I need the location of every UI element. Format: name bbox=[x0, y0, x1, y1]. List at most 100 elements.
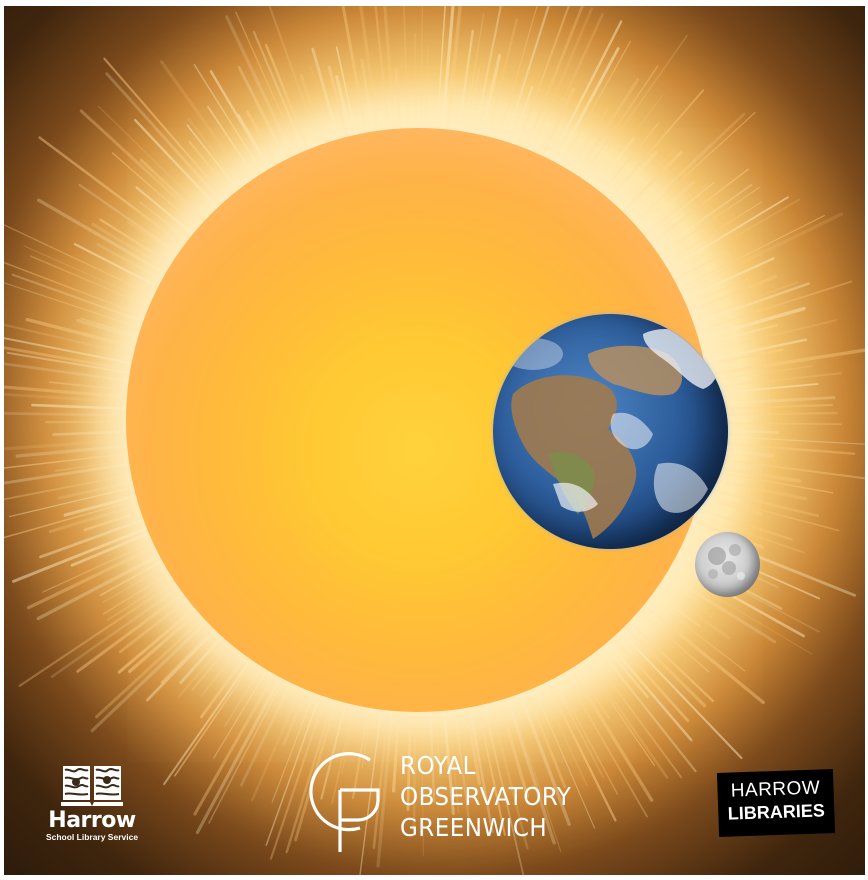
corona-ray bbox=[685, 274, 778, 314]
corona-ray bbox=[640, 601, 765, 705]
corona-ray bbox=[268, 6, 322, 149]
corona-ray bbox=[545, 678, 617, 822]
corona-ray bbox=[641, 182, 709, 239]
corona-ray bbox=[195, 674, 283, 835]
corona-ray bbox=[554, 47, 620, 167]
corona-ray bbox=[118, 596, 191, 654]
corona-ray bbox=[702, 348, 865, 377]
corona-ray bbox=[662, 571, 777, 644]
corona-ray bbox=[394, 67, 402, 133]
corona-ray bbox=[174, 658, 256, 777]
corona-ray bbox=[440, 6, 455, 133]
corona-ray bbox=[4, 385, 131, 399]
open-book-icon bbox=[61, 766, 123, 806]
corona-ray bbox=[601, 642, 649, 699]
corona-ray bbox=[186, 124, 241, 193]
corona-ray bbox=[79, 109, 206, 226]
corona-ray bbox=[669, 560, 805, 638]
corona-ray bbox=[628, 112, 746, 223]
corona-ray bbox=[647, 596, 746, 672]
corona-ray bbox=[636, 180, 696, 233]
corona-ray bbox=[138, 201, 191, 242]
corona-ray bbox=[223, 664, 264, 727]
corona-ray bbox=[473, 6, 502, 137]
corona-rays bbox=[4, 6, 865, 875]
corona-ray bbox=[705, 372, 842, 390]
corona-ray bbox=[704, 365, 813, 382]
corona-ray bbox=[188, 140, 236, 198]
corona-ray bbox=[103, 57, 229, 203]
corona-ray bbox=[689, 281, 799, 323]
corona-ray bbox=[654, 183, 753, 254]
corona-ray bbox=[605, 639, 693, 742]
royal-observatory-greenwich-logo: ROYAL OBSERVATORY GREENWICH bbox=[300, 746, 590, 856]
moon-craters bbox=[708, 544, 745, 580]
corona-ray bbox=[583, 34, 688, 184]
corona-ray bbox=[207, 105, 258, 181]
rog-line-observatory: OBSERVATORY bbox=[400, 782, 572, 811]
corona-ray bbox=[697, 492, 840, 532]
sun-earth-moon-illustration: Harrow School Library Service ROYAL OBSE… bbox=[4, 6, 865, 875]
corona-ray bbox=[698, 486, 820, 518]
corona-ray bbox=[4, 261, 148, 318]
corona-ray bbox=[4, 498, 140, 539]
corona-ray bbox=[97, 105, 212, 218]
corona-ray bbox=[102, 571, 172, 615]
corona-ray bbox=[676, 215, 825, 291]
corona-ray bbox=[4, 412, 130, 417]
corona-ray bbox=[235, 11, 301, 156]
corona-ray bbox=[52, 430, 130, 436]
corona-ray bbox=[4, 362, 132, 383]
corona-ray bbox=[536, 13, 604, 158]
corona-ray bbox=[15, 444, 131, 458]
corona-ray bbox=[146, 627, 218, 702]
corona-ray bbox=[80, 317, 141, 337]
corona-ray bbox=[701, 348, 784, 367]
corona-ray bbox=[237, 65, 289, 163]
corona-ray bbox=[360, 58, 375, 135]
corona-ray bbox=[111, 152, 201, 230]
corona-ray bbox=[50, 585, 182, 678]
corona-ray bbox=[429, 708, 436, 803]
corona-ray bbox=[425, 44, 429, 131]
corona-ray bbox=[117, 605, 198, 674]
corona-ray bbox=[18, 579, 178, 687]
corona-ray bbox=[707, 422, 842, 425]
corona-ray bbox=[38, 136, 187, 248]
corona-ray bbox=[48, 502, 142, 534]
corona-ray bbox=[680, 257, 775, 302]
corona-ray bbox=[193, 670, 277, 816]
corona-ray bbox=[139, 158, 209, 224]
corona-ray bbox=[599, 122, 660, 196]
corona-ray bbox=[643, 182, 715, 240]
harrow-libraries-logo: HARROW LIBRARIES bbox=[716, 768, 836, 838]
corona-ray bbox=[70, 530, 153, 567]
corona-ray bbox=[457, 29, 474, 135]
corona-ray bbox=[269, 693, 327, 860]
corona-ray bbox=[617, 148, 677, 211]
corona-ray bbox=[209, 70, 272, 172]
corona-ray bbox=[453, 706, 471, 827]
corona-ray bbox=[467, 67, 480, 135]
corona-ray bbox=[608, 151, 658, 205]
corona-ray bbox=[693, 280, 853, 333]
corona-ray bbox=[213, 667, 269, 759]
corona-ray bbox=[553, 675, 619, 795]
corona-ray bbox=[309, 65, 335, 144]
corona-ray bbox=[4, 392, 131, 404]
corona-ray bbox=[617, 628, 743, 760]
corona-ray bbox=[94, 615, 207, 719]
corona-ray bbox=[704, 456, 865, 480]
corona-ray bbox=[573, 78, 640, 178]
corona-ray bbox=[23, 245, 154, 304]
corona-ray bbox=[177, 638, 230, 698]
corona-ray bbox=[4, 282, 144, 330]
corona-ray bbox=[699, 319, 838, 354]
corona-ray bbox=[516, 6, 570, 149]
corona-ray bbox=[486, 18, 518, 140]
corona-ray bbox=[524, 687, 567, 788]
corona-ray bbox=[73, 243, 162, 289]
corona-ray bbox=[705, 383, 819, 395]
corona-ray bbox=[447, 707, 460, 814]
corona-ray bbox=[264, 43, 311, 153]
